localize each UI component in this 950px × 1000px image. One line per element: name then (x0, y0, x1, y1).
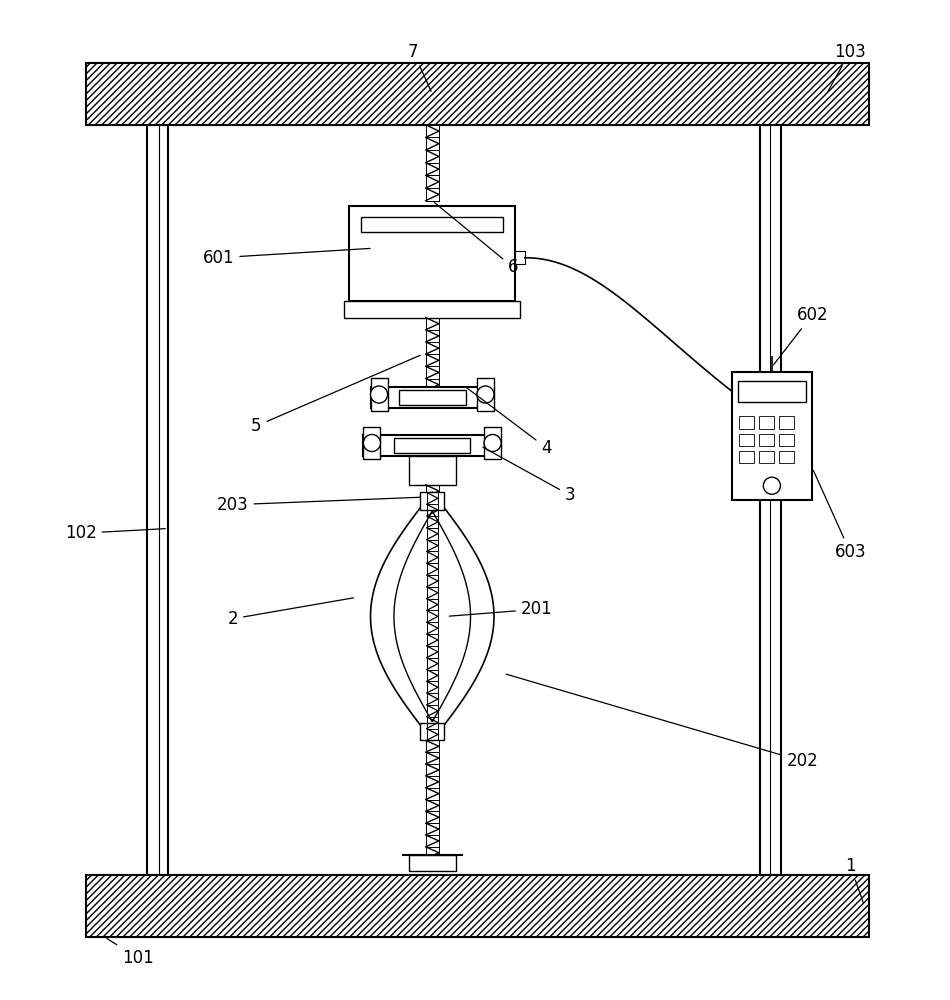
Bar (739, 451, 754, 463)
Bar (399, 390, 466, 405)
Bar (739, 434, 754, 446)
Polygon shape (394, 511, 470, 722)
Bar (779, 416, 794, 429)
Text: 601: 601 (202, 248, 370, 267)
Bar (515, 251, 524, 264)
Polygon shape (370, 492, 494, 740)
Text: 3: 3 (483, 447, 576, 504)
Circle shape (484, 434, 502, 452)
Text: 203: 203 (217, 496, 420, 514)
Text: 6: 6 (434, 203, 519, 276)
Bar (739, 416, 754, 429)
Bar (759, 416, 774, 429)
Circle shape (763, 477, 780, 494)
Bar (408, 855, 456, 870)
Text: 103: 103 (827, 43, 866, 91)
Bar (484, 427, 502, 459)
Bar (779, 434, 794, 446)
Bar (86, 63, 869, 125)
Bar (408, 456, 456, 485)
Text: 4: 4 (466, 387, 552, 457)
Bar (345, 300, 521, 318)
Bar (738, 381, 806, 402)
Text: 602: 602 (773, 306, 828, 365)
Text: 2: 2 (227, 598, 353, 628)
Bar (370, 378, 388, 411)
Bar (363, 427, 380, 459)
Bar (370, 387, 494, 408)
Bar (350, 206, 515, 300)
Text: 102: 102 (65, 524, 165, 542)
Text: 101: 101 (106, 938, 154, 967)
Bar (420, 492, 444, 510)
Bar (420, 723, 444, 740)
Bar (779, 451, 794, 463)
Bar (363, 435, 502, 456)
Bar (147, 125, 168, 875)
Circle shape (363, 434, 380, 452)
Bar (759, 434, 774, 446)
Bar (760, 125, 781, 875)
Bar (759, 451, 774, 463)
Bar (86, 875, 869, 937)
Text: 603: 603 (813, 470, 866, 561)
Bar (394, 438, 470, 453)
Bar (477, 378, 494, 411)
Circle shape (370, 386, 388, 403)
Text: 1: 1 (845, 857, 864, 904)
Text: 7: 7 (408, 43, 431, 91)
Circle shape (477, 386, 494, 403)
Text: 202: 202 (506, 674, 819, 770)
Text: 201: 201 (449, 600, 553, 618)
Text: 5: 5 (251, 355, 420, 435)
Bar (732, 372, 812, 500)
Bar (361, 217, 504, 232)
